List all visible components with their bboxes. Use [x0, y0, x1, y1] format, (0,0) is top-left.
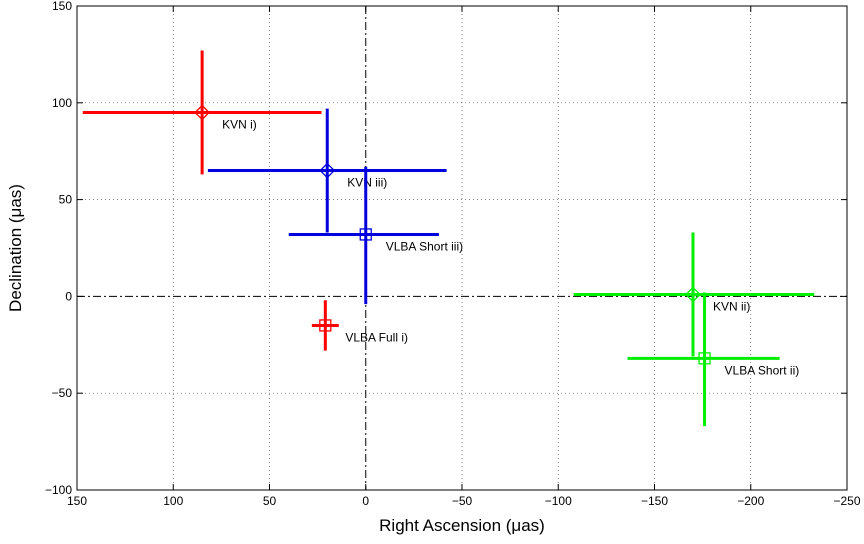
data-point: VLBA Full i) [311, 300, 408, 351]
x-tick-label: −250 [833, 494, 860, 508]
x-tick-label: 0 [362, 494, 369, 508]
grid [77, 6, 847, 490]
x-axis-label: Right Ascension (μas) [379, 516, 545, 535]
point-label: KVN ii) [713, 299, 750, 313]
square-marker [319, 319, 332, 332]
y-axis-label: Declination (μas) [6, 184, 25, 312]
y-tick-label: 150 [52, 0, 72, 13]
data-point: VLBA Short iii) [288, 166, 463, 305]
diamond-marker [319, 162, 336, 179]
plot-frame [76, 5, 848, 491]
x-tick-label: 100 [163, 494, 183, 508]
point-label: KVN i) [222, 117, 257, 131]
diamond-marker [194, 104, 211, 121]
square-marker [698, 352, 711, 365]
diamond-marker [685, 286, 701, 303]
y-tick-label: 50 [59, 193, 73, 207]
data-point: KVN ii) [573, 232, 815, 357]
x-tick-label: −100 [545, 494, 572, 508]
point-label: VLBA Full i) [345, 330, 408, 344]
y-tick-label: 0 [65, 289, 72, 303]
y-tick-label: 100 [52, 96, 72, 110]
point-label: VLBA Short ii) [725, 363, 800, 377]
x-tick-label: 50 [263, 494, 277, 508]
data-point: VLBA Short ii) [627, 292, 800, 427]
x-tick-label: −150 [641, 494, 668, 508]
point-label: VLBA Short iii) [386, 239, 463, 253]
point-label: KVN iii) [347, 176, 387, 190]
x-tick-label: −50 [452, 494, 473, 508]
data-point: KVN i) [82, 50, 322, 175]
y-tick-label: −100 [45, 483, 72, 497]
x-tick-label: 150 [67, 494, 87, 508]
y-tick-label: −50 [52, 386, 73, 400]
square-marker [359, 228, 372, 241]
ticks: 150 100 50 0 −50 −100 −150 −200 −250 −100 −50 0 50 10… [45, 0, 861, 508]
data-point: KVN iii) [207, 108, 447, 233]
x-tick-label: −200 [737, 494, 764, 508]
data-points: KVN i) VLBA Full i) KVN ii) VLBA Short ii) K… [82, 50, 815, 427]
